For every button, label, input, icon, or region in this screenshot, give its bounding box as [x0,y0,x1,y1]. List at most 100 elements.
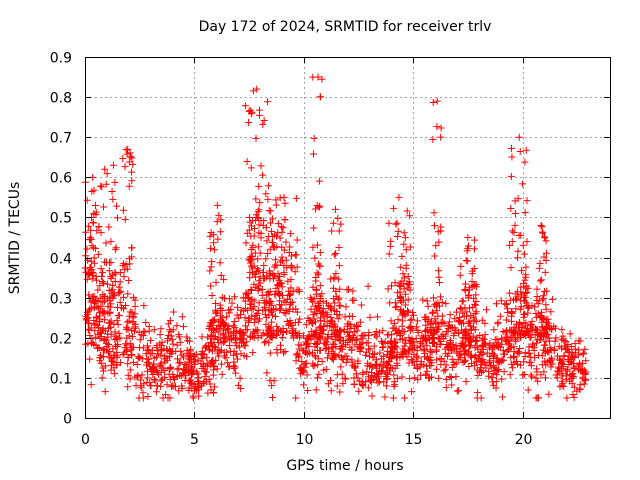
data-point [208,347,216,355]
data-point [260,275,268,283]
data-point [143,367,151,375]
data-point [348,337,356,345]
data-point [362,351,370,359]
data-point [536,277,544,285]
data-point [436,279,444,287]
data-point [186,337,194,345]
data-point [335,227,343,235]
data-point [325,349,333,357]
data-point [103,170,111,178]
data-point [526,349,534,357]
data-point [553,367,561,375]
data-point [244,317,252,325]
data-point [393,233,401,241]
data-point [350,374,358,382]
data-point [370,342,378,350]
data-point [250,302,258,310]
data-point [470,323,478,331]
data-point [559,332,567,340]
data-point [123,150,131,158]
data-point [94,344,102,352]
data-point [256,273,264,281]
data-point [366,313,374,321]
data-point [323,321,331,329]
data-point [552,371,560,379]
data-point [243,338,251,346]
data-point [384,364,392,372]
data-point [98,278,106,286]
data-point [119,155,127,163]
data-point [344,338,352,346]
data-point [83,275,91,283]
data-point [579,350,587,358]
data-point [508,317,516,325]
data-point [453,387,461,395]
data-point [403,353,411,361]
data-point [97,182,105,190]
data-point [117,287,125,295]
data-point [494,367,502,375]
data-point [92,272,100,280]
data-point [103,339,111,347]
data-point [570,393,578,401]
data-point [199,360,207,368]
data-point [240,352,248,360]
data-point [521,158,529,166]
data-point [314,355,322,363]
data-point [234,381,242,389]
data-point [128,308,136,316]
data-point [461,357,469,365]
data-point [329,343,337,351]
data-point [379,343,387,351]
data-point [262,190,270,198]
data-point [191,352,199,360]
data-point [547,363,555,371]
data-point [312,277,320,285]
data-point [522,263,530,271]
data-point [206,232,214,240]
data-point [230,328,238,336]
data-point [406,212,414,220]
data-point [158,341,166,349]
data-point [329,356,337,364]
data-point [120,273,128,281]
data-point [176,358,184,366]
data-point [368,350,376,358]
data-point [243,157,251,165]
data-point [341,374,349,382]
data-point [396,305,404,313]
data-point [440,320,448,328]
data-point [327,387,335,395]
data-point [266,267,274,275]
y-tick-label: 0 [63,412,72,428]
data-point [516,320,524,328]
data-point [405,346,413,354]
data-point [179,371,187,379]
data-point [205,375,213,383]
data-point [432,365,440,373]
data-point [288,330,296,338]
x-tick-label: 15 [405,432,423,448]
data-point [582,375,590,383]
data-point [436,293,444,301]
data-point [112,270,120,278]
data-point [445,318,453,326]
data-point [393,362,401,370]
data-point [569,372,577,380]
data-point [175,333,183,341]
data-point [333,371,341,379]
data-point [453,349,461,357]
data-point [109,195,117,203]
data-point [342,303,350,311]
data-point [494,320,502,328]
data-point [534,351,542,359]
data-point [558,370,566,378]
data-point [254,317,262,325]
data-point [153,344,161,352]
data-point [387,317,395,325]
data-point [468,354,476,362]
data-point [328,227,336,235]
data-point [506,289,514,297]
data-point [278,253,286,261]
data-point [570,363,578,371]
